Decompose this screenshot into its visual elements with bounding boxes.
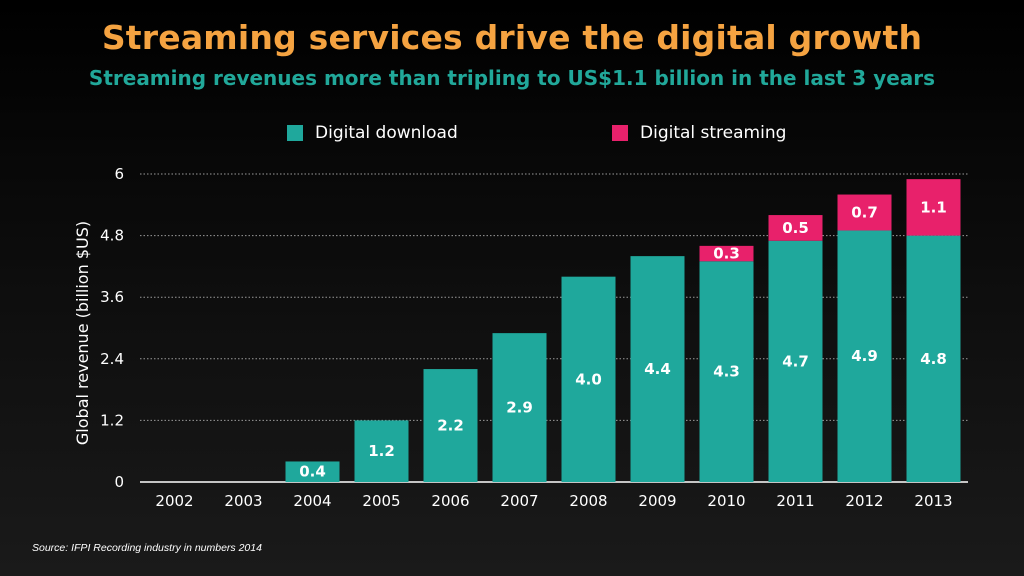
data-label-download: 2.2 xyxy=(437,417,464,435)
data-label-streaming: 0.3 xyxy=(713,245,740,263)
data-label-download: 4.0 xyxy=(575,370,602,388)
legend-item-download: Digital download xyxy=(287,122,458,144)
legend-swatch-streaming xyxy=(612,125,628,141)
legend-item-streaming: Digital streaming xyxy=(612,122,786,144)
bar-streaming xyxy=(699,245,754,262)
y-tick-label: 6 xyxy=(114,165,124,183)
data-label-download: 4.4 xyxy=(644,360,671,378)
y-tick-label: 3.6 xyxy=(100,288,124,306)
bar-streaming xyxy=(768,215,823,241)
x-tick-label: 2011 xyxy=(776,492,814,510)
source-note: Source: IFPI Recording industry in numbe… xyxy=(32,542,262,554)
bar-download xyxy=(768,240,823,482)
data-label-download: 4.7 xyxy=(782,352,809,370)
y-tick-label: 0 xyxy=(114,473,124,491)
x-tick-label: 2010 xyxy=(707,492,745,510)
x-tick-label: 2005 xyxy=(362,492,400,510)
x-tick-label: 2013 xyxy=(914,492,952,510)
x-tick-label: 2009 xyxy=(638,492,676,510)
x-tick-label: 2007 xyxy=(500,492,538,510)
x-tick-label: 2012 xyxy=(845,492,883,510)
x-tick-label: 2004 xyxy=(293,492,331,510)
legend-swatch-download xyxy=(287,125,303,141)
y-tick-label: 4.8 xyxy=(100,227,124,245)
data-label-download: 2.9 xyxy=(506,399,533,417)
x-tick-label: 2008 xyxy=(569,492,607,510)
bar-download xyxy=(423,369,478,482)
y-tick-label: 1.2 xyxy=(100,411,124,429)
bar-streaming xyxy=(837,194,892,231)
y-tick-label: 2.4 xyxy=(100,350,124,368)
legend-label-download: Digital download xyxy=(315,123,458,143)
data-label-download: 0.4 xyxy=(299,463,326,481)
bar-streaming xyxy=(906,179,961,236)
data-label-download: 4.9 xyxy=(851,347,878,365)
bar-download xyxy=(837,230,892,482)
bar-download xyxy=(285,461,340,482)
chart-title: Streaming services drive the digital gro… xyxy=(101,18,923,57)
data-label-streaming: 0.7 xyxy=(851,204,878,222)
bar-download xyxy=(492,333,547,482)
data-label-download: 1.2 xyxy=(368,442,395,460)
data-label-streaming: 0.5 xyxy=(782,219,809,237)
x-tick-label: 2003 xyxy=(224,492,262,510)
y-axis-label: Global revenue (billion $US) xyxy=(73,221,92,445)
data-label-download: 4.8 xyxy=(920,350,947,368)
data-label-streaming: 1.1 xyxy=(920,198,947,216)
x-tick-label: 2006 xyxy=(431,492,469,510)
legend-label-streaming: Digital streaming xyxy=(640,123,787,143)
bar-download xyxy=(699,261,754,482)
bar-download xyxy=(561,276,616,482)
bar-download xyxy=(354,420,409,482)
data-label-download: 4.3 xyxy=(713,363,740,381)
chart-subtitle: Streaming revenues more than tripling to… xyxy=(88,66,936,90)
bar-download xyxy=(630,256,685,482)
x-tick-label: 2002 xyxy=(155,492,193,510)
bar-download xyxy=(906,235,961,482)
